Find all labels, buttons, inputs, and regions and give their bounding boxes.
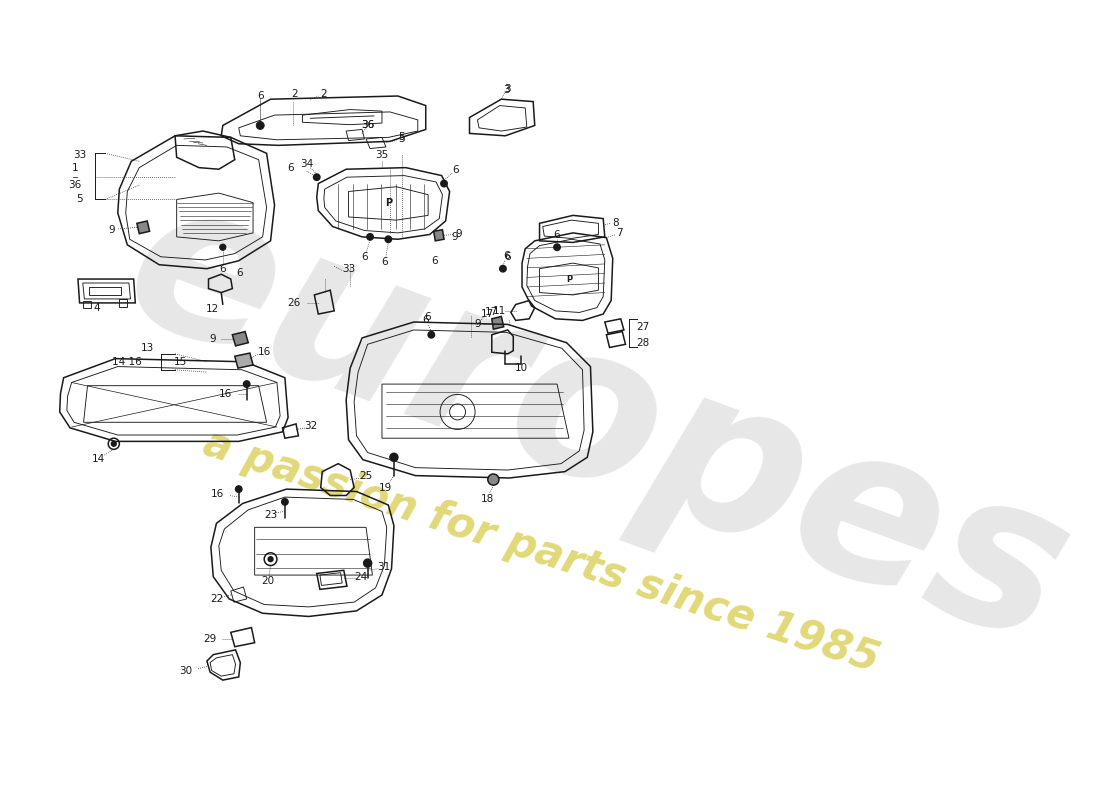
Text: 17: 17 (484, 307, 497, 318)
Circle shape (441, 180, 448, 186)
Circle shape (385, 236, 392, 242)
Circle shape (554, 244, 560, 250)
Text: 6: 6 (424, 312, 430, 322)
Circle shape (487, 474, 499, 485)
Text: 11: 11 (493, 306, 506, 316)
Circle shape (499, 266, 506, 272)
Polygon shape (433, 230, 444, 241)
Text: 5: 5 (398, 131, 405, 142)
Text: 6: 6 (504, 251, 510, 261)
Text: 18: 18 (481, 494, 494, 504)
Text: 9: 9 (452, 232, 459, 242)
Circle shape (111, 442, 117, 446)
Text: 9: 9 (455, 229, 462, 238)
Text: 32: 32 (304, 422, 317, 431)
Text: 6: 6 (220, 265, 227, 274)
Text: 35: 35 (375, 150, 388, 160)
Text: 16: 16 (257, 347, 271, 358)
Text: 3: 3 (505, 84, 512, 94)
Text: 5: 5 (398, 134, 405, 144)
Text: 26: 26 (287, 298, 300, 308)
Text: P: P (385, 198, 392, 209)
Circle shape (256, 122, 264, 130)
Text: 33: 33 (342, 265, 355, 274)
Text: 2: 2 (292, 89, 298, 98)
Text: 6: 6 (431, 256, 438, 266)
Text: 15: 15 (174, 357, 187, 367)
Text: 3: 3 (503, 85, 509, 94)
Text: 10: 10 (515, 363, 528, 373)
Circle shape (367, 234, 373, 240)
Text: europes: europes (100, 158, 1093, 690)
Polygon shape (492, 317, 504, 329)
Text: 6: 6 (287, 162, 294, 173)
Text: 2: 2 (320, 89, 327, 98)
Text: 7: 7 (616, 228, 623, 238)
Polygon shape (234, 353, 253, 368)
Polygon shape (232, 331, 249, 346)
Text: 30: 30 (179, 666, 192, 675)
Text: 36: 36 (361, 120, 374, 130)
Text: 34: 34 (300, 159, 313, 170)
Text: 12: 12 (206, 304, 219, 314)
Text: 31: 31 (377, 562, 390, 572)
Circle shape (282, 498, 288, 505)
Text: P: P (565, 274, 572, 283)
Text: 13: 13 (141, 343, 154, 354)
Polygon shape (136, 221, 150, 234)
Text: 6: 6 (381, 257, 387, 266)
Text: 1: 1 (72, 162, 78, 173)
Text: 9: 9 (474, 318, 481, 329)
Text: 14 16: 14 16 (112, 357, 142, 367)
Text: 9: 9 (108, 225, 114, 234)
Text: 14: 14 (92, 454, 106, 464)
Text: a passion for parts since 1985: a passion for parts since 1985 (198, 422, 884, 681)
Circle shape (364, 559, 372, 567)
Text: 25: 25 (360, 471, 373, 482)
Text: 6: 6 (505, 252, 512, 262)
Text: 36: 36 (361, 121, 374, 130)
Text: 19: 19 (378, 482, 392, 493)
Text: 17: 17 (481, 309, 494, 319)
Text: 27: 27 (637, 322, 650, 332)
Text: ─: ─ (73, 173, 77, 182)
Text: 9: 9 (210, 334, 217, 344)
Text: 20: 20 (261, 577, 274, 586)
Text: 28: 28 (637, 338, 650, 348)
Text: 33: 33 (73, 150, 86, 160)
Circle shape (314, 174, 320, 180)
Text: 24: 24 (354, 572, 367, 582)
Circle shape (268, 557, 273, 562)
Circle shape (389, 454, 398, 462)
Text: 36: 36 (68, 180, 81, 190)
Text: 29: 29 (204, 634, 217, 644)
Circle shape (235, 486, 242, 492)
Text: 16: 16 (211, 489, 224, 499)
Text: 6: 6 (257, 91, 264, 101)
Text: 8: 8 (613, 218, 619, 227)
Text: 6: 6 (553, 230, 560, 240)
Circle shape (243, 381, 250, 387)
Circle shape (220, 244, 225, 250)
Text: 6: 6 (236, 268, 243, 278)
Text: 22: 22 (210, 594, 223, 604)
Text: 4: 4 (94, 303, 100, 314)
Circle shape (428, 331, 435, 338)
Text: 16: 16 (219, 389, 232, 398)
Text: 5: 5 (76, 194, 82, 205)
Text: 6: 6 (422, 315, 429, 326)
Text: 6: 6 (361, 252, 367, 262)
Text: 6: 6 (452, 165, 459, 175)
Text: 23: 23 (264, 510, 277, 519)
